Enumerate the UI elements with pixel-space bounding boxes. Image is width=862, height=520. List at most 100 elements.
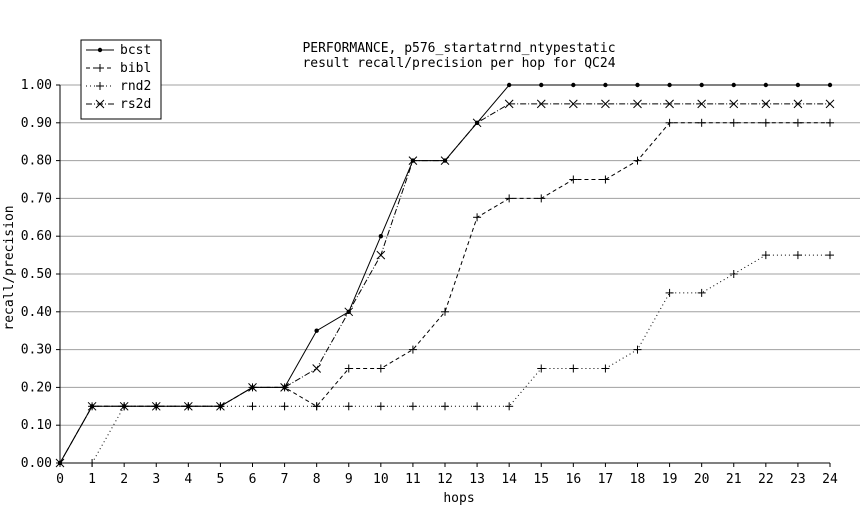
y-tick-label: 0.90 (21, 116, 52, 131)
data-point-bcst (763, 82, 769, 88)
x-tick-label: 3 (152, 472, 160, 487)
legend-marker (95, 99, 105, 109)
data-point-rs2d (633, 99, 642, 109)
data-point-rs2d (55, 458, 65, 468)
data-point-rs2d (216, 401, 225, 411)
x-tick-label: 20 (694, 472, 710, 487)
data-point-rs2d (151, 401, 161, 411)
data-point-bibl (665, 118, 674, 127)
data-point-rs2d (761, 99, 771, 109)
data-point-rnd2 (633, 345, 642, 354)
data-point-rs2d (280, 383, 289, 392)
chart-title-line-1: PERFORMANCE, p576_startatrnd_ntypestatic (302, 41, 615, 56)
series-rs2d (55, 99, 835, 468)
y-tick-label: 0.20 (21, 380, 52, 395)
data-point-rs2d (376, 250, 386, 260)
data-point-rs2d (536, 99, 546, 109)
data-point-rnd2 (729, 270, 738, 278)
x-tick-label: 2 (120, 472, 128, 487)
data-point-rs2d (504, 99, 514, 109)
data-point-bibl (569, 175, 578, 184)
x-tick-label: 12 (437, 472, 453, 487)
data-point-rnd2 (473, 402, 482, 411)
x-tick-label: 23 (790, 472, 806, 487)
data-point-rnd2 (569, 364, 578, 373)
y-tick-label: 1.00 (21, 78, 52, 93)
data-point-rnd2 (312, 402, 321, 411)
data-point-bcst (314, 328, 319, 333)
data-point-rnd2 (505, 402, 514, 411)
data-point-bcst (378, 234, 384, 239)
data-point-rnd2 (408, 402, 417, 411)
data-point-rnd2 (697, 288, 706, 297)
data-point-bcst (731, 82, 736, 88)
y-tick-label: 0.70 (21, 191, 52, 206)
y-tick-labels: 0.00 0.10 0.20 0.30 0.40 0.50 0.60 0.70 0.80 0.90… (21, 78, 52, 471)
data-point-bcst (603, 82, 608, 88)
legend: bcst bibl rnd2 rs2d (80, 39, 162, 120)
legend-box (80, 39, 162, 120)
x-tick-label: 21 (726, 472, 742, 487)
y-tick-label: 0.00 (21, 456, 52, 471)
y-tick-label: 0.10 (21, 418, 52, 433)
data-point-rs2d (665, 99, 674, 109)
x-tick-label: 8 (313, 472, 321, 487)
data-point-rs2d (183, 401, 193, 411)
x-tick-label: 7 (281, 472, 289, 487)
legend-entry-bibl: bibl (86, 61, 151, 76)
x-tick-label: 24 (822, 472, 838, 487)
y-axis-title: recall/precision (2, 205, 17, 330)
data-point-rs2d (568, 99, 578, 109)
x-tick-label: 19 (662, 472, 678, 487)
data-point-rs2d (344, 307, 354, 317)
legend-label: rnd2 (120, 79, 151, 94)
x-tick-label: 13 (469, 472, 485, 487)
x-axis-title: hops (443, 491, 474, 506)
y-tick-label: 0.30 (21, 343, 52, 358)
x-tick-label: 1 (88, 472, 96, 487)
x-tick-label: 0 (56, 472, 64, 487)
legend-entry-bcst: bcst (86, 43, 151, 58)
y-tick-label: 0.60 (21, 229, 52, 244)
data-point-rs2d (793, 99, 803, 109)
data-point-bibl (408, 345, 417, 354)
legend-label: bcst (120, 43, 151, 58)
data-point-rnd2 (537, 364, 546, 373)
data-point-bibl (729, 118, 738, 127)
data-point-bibl (537, 194, 546, 203)
y-tick-label: 0.40 (21, 305, 52, 320)
data-point-rnd2 (826, 251, 834, 260)
data-point-rnd2 (761, 251, 770, 260)
data-point-rnd2 (88, 459, 97, 467)
legend-label: bibl (120, 61, 151, 76)
data-point-bibl (761, 118, 770, 127)
data-point-rs2d (472, 118, 482, 128)
y-tick-label: 0.50 (21, 267, 52, 282)
data-point-rnd2 (248, 402, 257, 411)
series-lines (55, 82, 835, 468)
x-tick-label: 15 (533, 472, 549, 487)
data-point-bcst (635, 82, 640, 88)
series-line-bibl (59, 122, 830, 464)
series-line-rnd2 (60, 254, 830, 464)
data-point-bibl (601, 175, 610, 184)
data-point-bibl (376, 364, 385, 373)
x-tick-labels: 0 1 2 3 4 5 6 7 8 9 10 11 12 13 14 15 16 17 18 19 20 21 22 23 24 (56, 463, 838, 487)
data-point-bibl (441, 307, 449, 316)
data-point-bibl (633, 156, 642, 165)
data-point-rnd2 (280, 402, 289, 411)
data-point-bibl (344, 364, 353, 373)
data-point-rnd2 (441, 402, 449, 411)
data-point-bibl (473, 213, 482, 222)
y-tick-label: 0.80 (21, 154, 52, 169)
data-point-rs2d (87, 401, 97, 411)
x-tick-label: 14 (501, 472, 517, 487)
data-point-rs2d (601, 99, 610, 109)
data-point-rs2d (248, 383, 257, 392)
x-tick-label: 10 (373, 472, 389, 487)
data-point-bcst (827, 82, 833, 88)
data-point-rs2d (729, 99, 739, 109)
grid-lines (56, 84, 860, 464)
data-point-rs2d (440, 156, 450, 165)
